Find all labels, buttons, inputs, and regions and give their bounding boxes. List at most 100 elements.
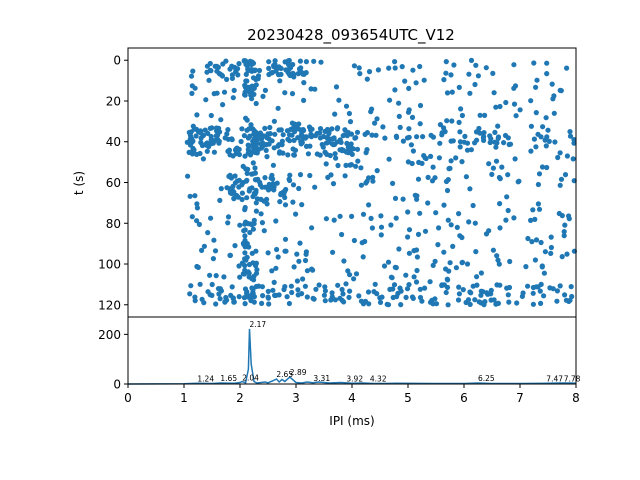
raster-point [246, 270, 252, 276]
raster-point [481, 134, 487, 140]
chart-title: 20230428_093654UTC_V12 [247, 26, 455, 45]
raster-point [513, 113, 519, 119]
raster-point [562, 172, 569, 178]
raster-point [341, 258, 347, 264]
raster-point [266, 59, 272, 65]
raster-point [273, 218, 279, 224]
raster-y-ticks: 0 20 40 60 80 100 120 [98, 54, 128, 312]
raster-point [203, 142, 209, 148]
histogram-y-ticks: 0 200 [98, 328, 128, 392]
raster-point [392, 59, 398, 65]
raster-point [373, 132, 379, 138]
raster-point [230, 153, 236, 159]
raster-point [253, 270, 260, 276]
raster-point [243, 115, 249, 121]
raster-point [297, 58, 303, 64]
raster-point [378, 232, 384, 238]
raster-point [507, 258, 513, 265]
raster-point [515, 179, 521, 185]
raster-point [243, 219, 249, 225]
raster-point [360, 254, 366, 260]
raster-point [391, 282, 398, 288]
raster-point [206, 77, 212, 83]
histogram-x-ticks: 0 1 2 3 4 5 6 7 8 [124, 384, 580, 405]
raster-point [557, 182, 563, 188]
raster-y-tick-label: 120 [98, 298, 121, 312]
raster-point [303, 143, 310, 149]
raster-point [549, 81, 555, 87]
raster-point [236, 263, 242, 269]
raster-point [285, 152, 291, 158]
raster-point [250, 287, 256, 293]
raster-point [441, 249, 447, 255]
raster-point [239, 126, 245, 132]
raster-point [343, 103, 350, 109]
raster-point [351, 63, 357, 69]
raster-point [199, 296, 205, 302]
raster-point [213, 273, 219, 279]
raster-point [530, 290, 536, 296]
raster-point [302, 135, 308, 141]
raster-point [419, 160, 425, 166]
raster-point [493, 158, 500, 164]
raster-point [249, 250, 255, 256]
raster-point [224, 76, 230, 82]
raster-point [561, 233, 567, 239]
raster-point [542, 137, 548, 143]
raster-point [490, 70, 496, 76]
raster-point [323, 216, 329, 222]
raster-point [492, 129, 498, 135]
raster-point [311, 58, 317, 64]
raster-point [466, 219, 472, 225]
raster-point [550, 286, 556, 292]
raster-point [192, 298, 198, 304]
peak-label: 2.65 [276, 370, 293, 379]
raster-point [453, 265, 459, 271]
raster-plot: 0 20 40 60 80 100 120 t (s) [72, 47, 578, 318]
raster-point [343, 162, 349, 168]
raster-point [330, 181, 337, 187]
raster-point [409, 160, 415, 167]
raster-point [318, 59, 324, 65]
raster-point [332, 111, 338, 117]
raster-point [328, 172, 334, 178]
raster-point [413, 247, 420, 253]
raster-point [296, 258, 302, 264]
raster-point [541, 270, 548, 276]
raster-point [475, 73, 481, 79]
raster-point [304, 268, 310, 274]
raster-point [443, 59, 449, 65]
raster-point [446, 166, 452, 172]
raster-point [194, 151, 200, 157]
raster-point [244, 177, 250, 183]
raster-point [456, 291, 462, 297]
raster-point [360, 211, 367, 217]
raster-point [236, 177, 242, 183]
raster-point [422, 285, 428, 291]
raster-point [258, 211, 264, 217]
raster-points [184, 57, 578, 308]
raster-point [261, 228, 267, 234]
raster-point [459, 159, 465, 165]
raster-point [302, 257, 309, 264]
raster-point [262, 175, 268, 181]
raster-point [451, 62, 457, 68]
histogram-y-tick-label: 0 [113, 378, 121, 392]
raster-point [242, 250, 248, 256]
raster-point [506, 284, 513, 291]
raster-point [332, 297, 338, 303]
raster-point [449, 89, 455, 95]
raster-point [248, 293, 254, 299]
raster-point [236, 151, 242, 158]
raster-point [525, 235, 531, 242]
raster-point [396, 100, 402, 106]
raster-point [229, 136, 235, 142]
raster-point [535, 201, 542, 207]
raster-point [538, 300, 544, 306]
raster-point [321, 292, 327, 298]
histogram-y-tick-label: 200 [98, 328, 121, 342]
raster-point [390, 180, 396, 186]
raster-point [497, 176, 503, 182]
raster-point [199, 247, 205, 253]
raster-point [217, 296, 223, 302]
